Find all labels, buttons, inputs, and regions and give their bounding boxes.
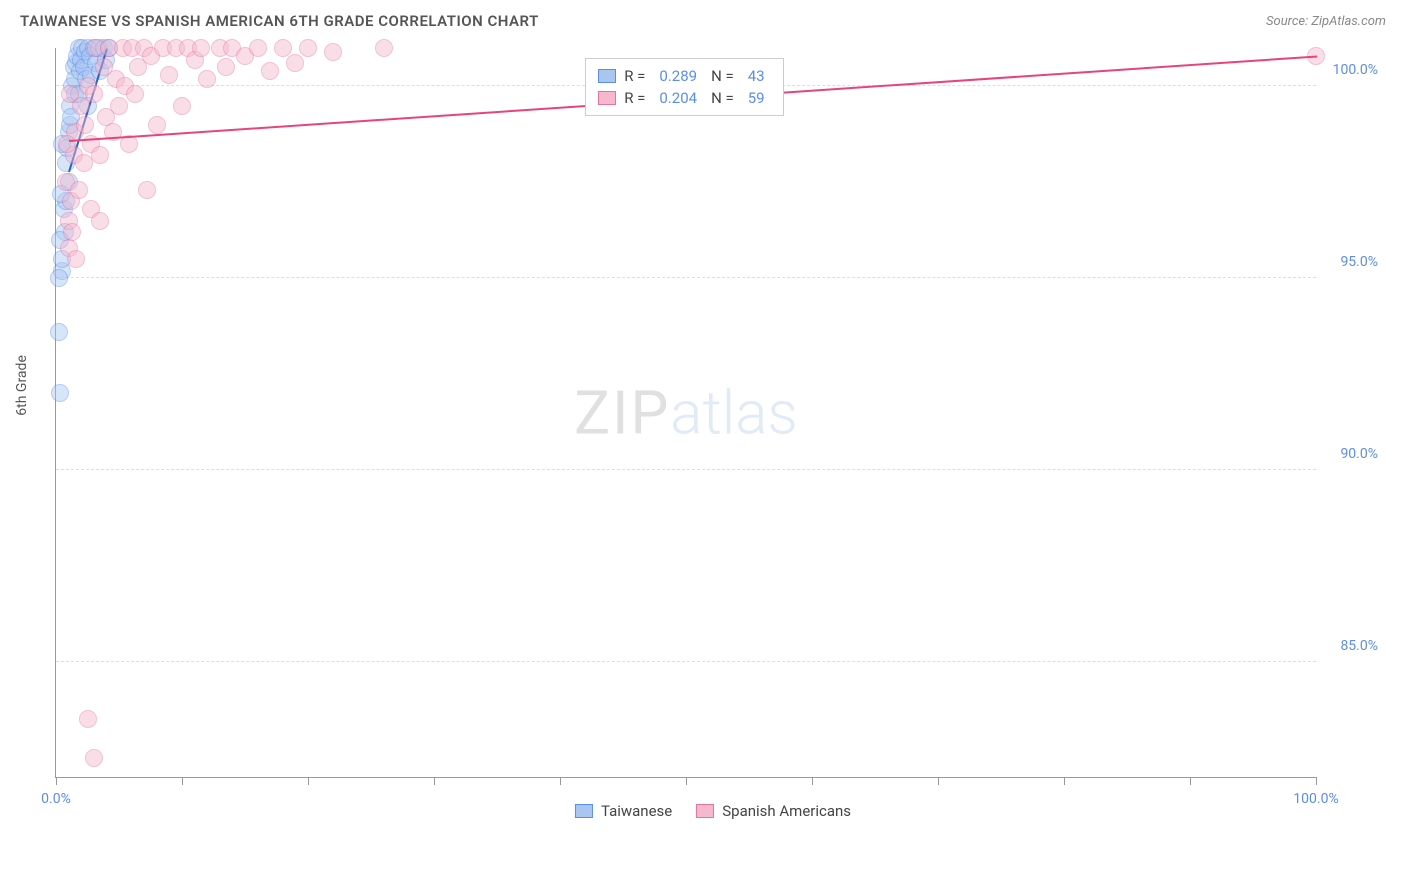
- legend-label: Taiwanese: [601, 802, 672, 820]
- data-point: [138, 181, 156, 199]
- data-point: [375, 39, 393, 57]
- y-tick-label: 85.0%: [1340, 638, 1378, 654]
- stats-legend-row: R = 0.204 N = 59: [598, 87, 770, 109]
- x-tick: [938, 777, 939, 785]
- data-point: [299, 39, 317, 57]
- data-point: [79, 710, 97, 728]
- data-point: [286, 54, 304, 72]
- watermark-atlas: atlas: [670, 377, 798, 448]
- y-axis-label: 6th Grade: [14, 355, 30, 416]
- data-point: [261, 62, 279, 80]
- data-point: [76, 116, 94, 134]
- data-point: [160, 66, 178, 84]
- data-point: [85, 749, 103, 767]
- n-label: N =: [711, 89, 734, 107]
- gridline: [56, 469, 1316, 470]
- x-tick: [434, 777, 435, 785]
- data-point: [110, 97, 128, 115]
- data-point: [91, 146, 109, 164]
- data-point: [217, 58, 235, 76]
- x-tick: [1316, 777, 1317, 785]
- stats-legend: R = 0.289 N = 43 R = 0.204 N = 59: [585, 58, 783, 116]
- x-tick: [1064, 777, 1065, 785]
- data-point: [249, 39, 267, 57]
- data-point: [173, 97, 191, 115]
- legend-item: Taiwanese: [575, 802, 672, 820]
- legend-item: Spanish Americans: [696, 802, 851, 820]
- watermark-zip: ZIP: [574, 377, 670, 448]
- x-tick: [686, 777, 687, 785]
- data-point: [324, 43, 342, 61]
- plot-area: ZIPatlas 100.0%95.0%90.0%85.0%0.0%100.0%…: [55, 48, 1316, 778]
- data-point: [198, 70, 216, 88]
- y-tick-label: 90.0%: [1340, 446, 1378, 462]
- data-point: [50, 323, 68, 341]
- chart-title: TAIWANESE VS SPANISH AMERICAN 6TH GRADE …: [20, 12, 539, 30]
- data-point: [85, 85, 103, 103]
- data-point: [91, 212, 109, 230]
- r-label: R =: [624, 89, 645, 107]
- legend-swatch: [575, 804, 593, 818]
- series-legend: Taiwanese Spanish Americans: [575, 802, 851, 820]
- data-point: [70, 181, 88, 199]
- x-tick: [182, 777, 183, 785]
- data-point: [126, 85, 144, 103]
- data-point: [148, 116, 166, 134]
- y-tick-label: 95.0%: [1340, 254, 1378, 270]
- legend-swatch: [598, 91, 616, 105]
- n-value: 43: [748, 67, 765, 85]
- legend-swatch: [696, 804, 714, 818]
- r-label: R =: [624, 67, 645, 85]
- gridline: [56, 277, 1316, 278]
- n-label: N =: [711, 67, 734, 85]
- legend-label: Spanish Americans: [722, 802, 851, 820]
- x-tick: [1190, 777, 1191, 785]
- gridline: [56, 661, 1316, 662]
- x-tick: [308, 777, 309, 785]
- data-point: [58, 135, 76, 153]
- chart-container: 6th Grade ZIPatlas 100.0%95.0%90.0%85.0%…: [40, 38, 1386, 838]
- data-point: [67, 250, 85, 268]
- legend-swatch: [598, 69, 616, 83]
- stats-legend-row: R = 0.289 N = 43: [598, 65, 770, 87]
- data-point: [274, 39, 292, 57]
- data-point: [61, 85, 79, 103]
- data-point: [192, 39, 210, 57]
- x-tick: [560, 777, 561, 785]
- y-tick-label: 100.0%: [1333, 62, 1378, 78]
- chart-header: TAIWANESE VS SPANISH AMERICAN 6TH GRADE …: [0, 0, 1406, 38]
- n-value: 59: [748, 89, 765, 107]
- data-point: [51, 384, 69, 402]
- x-tick: [812, 777, 813, 785]
- data-point: [63, 223, 81, 241]
- data-point: [75, 154, 93, 172]
- x-tick-label: 0.0%: [41, 791, 71, 807]
- source-label: Source: ZipAtlas.com: [1266, 14, 1386, 29]
- data-point: [50, 269, 68, 287]
- r-value: 0.204: [659, 89, 697, 107]
- watermark: ZIPatlas: [574, 377, 798, 448]
- x-tick-label: 100.0%: [1293, 791, 1338, 807]
- x-tick: [56, 777, 57, 785]
- r-value: 0.289: [659, 67, 697, 85]
